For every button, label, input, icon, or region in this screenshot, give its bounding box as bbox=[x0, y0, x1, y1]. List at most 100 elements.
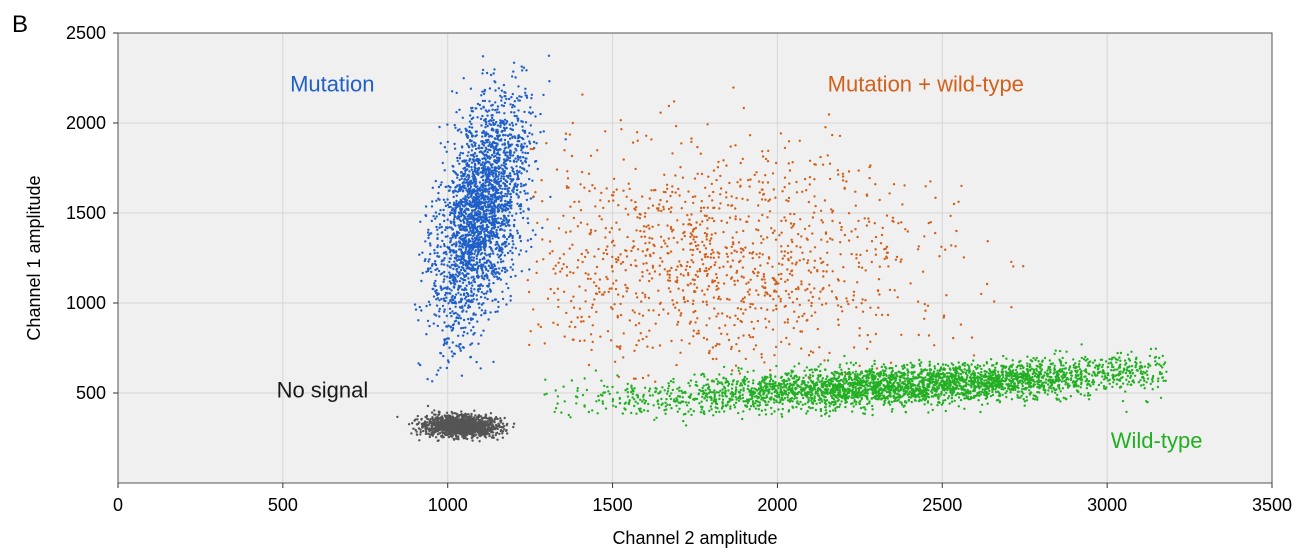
data-point bbox=[458, 273, 461, 276]
data-point bbox=[812, 211, 816, 214]
data-point bbox=[980, 292, 983, 296]
data-point bbox=[468, 125, 471, 129]
data-point bbox=[816, 269, 819, 272]
data-point bbox=[791, 240, 794, 244]
data-point bbox=[487, 269, 490, 273]
data-point bbox=[708, 242, 712, 245]
data-point bbox=[524, 87, 527, 91]
data-point bbox=[1087, 391, 1090, 395]
data-point bbox=[737, 369, 740, 372]
data-point bbox=[668, 279, 672, 282]
data-point bbox=[659, 111, 662, 114]
data-point bbox=[780, 396, 784, 400]
data-point bbox=[605, 275, 608, 279]
data-point bbox=[705, 324, 708, 327]
data-point bbox=[594, 229, 597, 232]
data-point bbox=[506, 187, 509, 190]
data-point bbox=[634, 324, 638, 327]
data-point bbox=[586, 277, 590, 280]
data-point bbox=[465, 295, 468, 298]
data-point bbox=[449, 292, 452, 295]
data-point bbox=[482, 219, 486, 222]
data-point bbox=[424, 240, 427, 243]
data-point bbox=[475, 159, 478, 162]
data-point bbox=[448, 213, 452, 217]
data-point bbox=[486, 290, 489, 293]
data-point bbox=[560, 411, 563, 414]
data-point bbox=[453, 256, 457, 260]
data-point bbox=[499, 224, 502, 228]
data-point bbox=[798, 259, 801, 262]
data-point bbox=[583, 186, 586, 189]
data-point bbox=[857, 265, 861, 269]
data-point bbox=[786, 244, 790, 248]
data-point bbox=[886, 313, 890, 317]
data-point bbox=[651, 237, 654, 240]
data-point bbox=[602, 206, 605, 210]
data-point bbox=[484, 309, 487, 312]
data-point bbox=[505, 195, 509, 198]
data-point bbox=[840, 305, 843, 309]
data-point bbox=[672, 100, 676, 103]
data-point bbox=[452, 277, 456, 281]
data-point bbox=[608, 231, 611, 234]
data-point bbox=[785, 199, 788, 202]
data-point bbox=[737, 260, 741, 264]
data-point bbox=[641, 376, 645, 380]
data-point bbox=[444, 204, 448, 208]
data-point bbox=[1062, 371, 1066, 374]
data-point bbox=[514, 123, 518, 126]
data-point bbox=[515, 165, 518, 168]
data-point bbox=[516, 154, 520, 158]
data-point bbox=[696, 145, 699, 149]
data-point bbox=[589, 233, 592, 236]
data-point bbox=[654, 380, 657, 383]
data-point bbox=[1111, 385, 1114, 389]
data-point bbox=[513, 105, 516, 108]
data-point bbox=[721, 398, 725, 401]
data-point bbox=[612, 191, 615, 194]
data-point bbox=[437, 191, 440, 195]
data-point bbox=[676, 279, 679, 282]
data-point bbox=[742, 410, 745, 413]
data-point bbox=[526, 192, 529, 195]
data-point bbox=[809, 250, 812, 253]
data-point bbox=[769, 294, 772, 298]
data-point bbox=[801, 251, 804, 254]
data-point bbox=[847, 239, 851, 242]
data-point bbox=[778, 234, 781, 237]
data-point bbox=[460, 266, 464, 269]
data-point bbox=[658, 264, 661, 267]
data-point bbox=[1084, 359, 1088, 362]
data-point bbox=[779, 277, 783, 281]
data-point bbox=[715, 357, 718, 361]
data-point bbox=[708, 351, 711, 355]
data-point bbox=[436, 324, 439, 328]
data-point bbox=[813, 178, 816, 181]
data-point bbox=[492, 204, 496, 208]
data-point bbox=[453, 280, 456, 283]
data-point bbox=[869, 340, 872, 343]
data-point bbox=[418, 253, 421, 256]
data-point bbox=[494, 89, 497, 92]
data-point bbox=[724, 246, 727, 249]
data-point bbox=[760, 353, 763, 356]
data-point bbox=[676, 219, 679, 222]
data-point bbox=[503, 151, 507, 155]
data-point bbox=[509, 177, 512, 181]
data-point bbox=[780, 340, 783, 344]
data-point bbox=[458, 185, 461, 188]
data-point bbox=[1088, 364, 1091, 368]
data-point bbox=[448, 287, 451, 291]
data-point bbox=[865, 347, 869, 350]
data-point bbox=[972, 354, 976, 357]
data-point bbox=[799, 330, 802, 333]
data-point bbox=[480, 167, 484, 170]
data-point bbox=[797, 232, 800, 236]
data-point bbox=[511, 240, 514, 243]
data-point bbox=[781, 190, 784, 193]
data-point bbox=[457, 291, 460, 295]
data-point bbox=[736, 279, 739, 282]
data-point bbox=[663, 409, 666, 412]
data-point bbox=[420, 309, 423, 312]
